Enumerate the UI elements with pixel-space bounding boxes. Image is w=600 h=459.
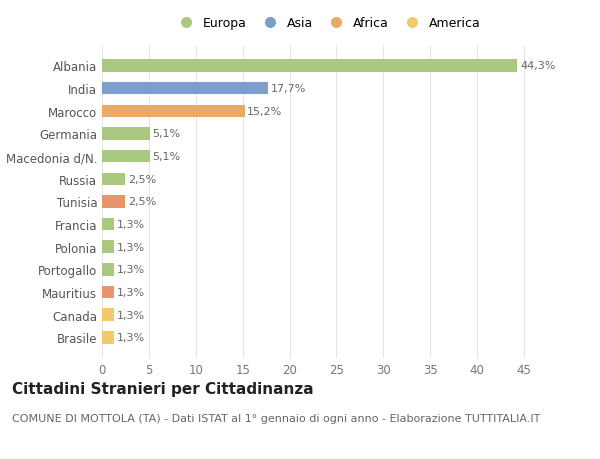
Bar bbox=[102, 263, 114, 276]
Bar bbox=[102, 331, 114, 344]
Bar bbox=[102, 196, 125, 208]
Text: 17,7%: 17,7% bbox=[271, 84, 306, 94]
Bar bbox=[102, 60, 517, 73]
Bar bbox=[102, 173, 125, 185]
Text: 1,3%: 1,3% bbox=[117, 287, 145, 297]
Text: 2,5%: 2,5% bbox=[128, 174, 157, 185]
Text: 44,3%: 44,3% bbox=[520, 62, 556, 71]
Text: COMUNE DI MOTTOLA (TA) - Dati ISTAT al 1° gennaio di ogni anno - Elaborazione TU: COMUNE DI MOTTOLA (TA) - Dati ISTAT al 1… bbox=[12, 413, 541, 423]
Text: 2,5%: 2,5% bbox=[128, 197, 157, 207]
Text: 1,3%: 1,3% bbox=[117, 219, 145, 230]
Legend: Europa, Asia, Africa, America: Europa, Asia, Africa, America bbox=[170, 15, 484, 33]
Text: 15,2%: 15,2% bbox=[247, 106, 283, 117]
Bar bbox=[102, 151, 150, 163]
Bar bbox=[102, 105, 245, 118]
Text: Cittadini Stranieri per Cittadinanza: Cittadini Stranieri per Cittadinanza bbox=[12, 381, 314, 396]
Bar bbox=[102, 218, 114, 231]
Text: 1,3%: 1,3% bbox=[117, 265, 145, 275]
Text: 1,3%: 1,3% bbox=[117, 242, 145, 252]
Text: 5,1%: 5,1% bbox=[152, 152, 181, 162]
Bar bbox=[102, 309, 114, 321]
Bar bbox=[102, 286, 114, 299]
Text: 1,3%: 1,3% bbox=[117, 333, 145, 342]
Text: 5,1%: 5,1% bbox=[152, 129, 181, 139]
Bar bbox=[102, 83, 268, 95]
Bar bbox=[102, 241, 114, 253]
Bar bbox=[102, 128, 150, 140]
Text: 1,3%: 1,3% bbox=[117, 310, 145, 320]
